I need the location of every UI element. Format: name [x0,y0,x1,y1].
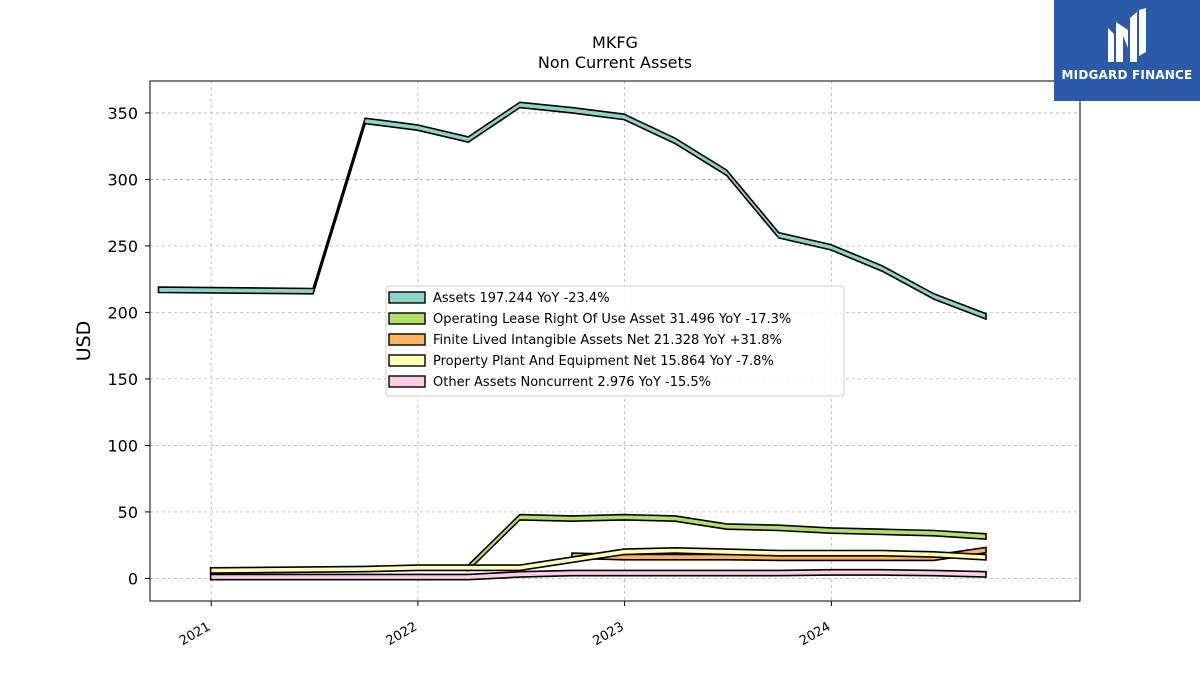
y-tick-label: 0 [128,569,138,588]
y-tick-label: 300 [107,170,138,189]
x-tick-label: 2024 [797,619,833,649]
y-tick-label: 100 [107,436,138,455]
legend-swatch [388,375,426,388]
series-band-5 [209,568,987,581]
y-tick-label: 250 [107,237,138,256]
y-tick-label: 50 [118,503,138,522]
y-tick-label: 200 [107,303,138,322]
chart-subtitle: Non Current Assets [538,53,692,72]
logo-text: MIDGARD FINANCE [1061,68,1193,82]
series-band-2 [467,513,987,573]
legend-box [385,285,845,397]
midgard-logo-mark-icon [1108,8,1146,62]
x-axis: 2021 2022 2023 2024 [177,601,833,649]
x-tick-label: 2022 [384,619,420,649]
chart-title: MKFG [592,33,638,52]
legend-swatch [388,312,426,325]
y-axis: 0 50 100 150 200 250 300 350 [107,104,150,588]
y-tick-label: 350 [107,104,138,123]
legend-entry: Property Plant And Equipment Net 15.864 … [433,354,774,369]
legend-entry: Assets 197.244 YoY -23.4% [433,291,610,306]
series-band-1 [157,101,987,321]
x-tick-label: 2021 [177,619,213,649]
legend-swatch [388,291,426,304]
legend-entry: Other Assets Noncurrent 2.976 YoY -15.5% [433,375,711,390]
x-tick-label: 2023 [590,619,626,649]
legend-entry: Operating Lease Right Of Use Asset 31.49… [433,312,791,327]
y-axis-label: USD [73,321,95,362]
series-layer [157,101,987,581]
midgard-finance-logo: MIDGARD FINANCE [1054,0,1200,101]
plot-frame [149,80,1081,602]
legend: Assets 197.244 YoY -23.4% Operating Lease… [385,285,845,397]
series-band-4 [209,546,987,574]
legend-swatch [388,354,426,367]
legend-swatch [388,333,426,346]
legend-entry: Finite Lived Intangible Assets Net 21.32… [433,333,782,348]
y-tick-label: 150 [107,370,138,389]
